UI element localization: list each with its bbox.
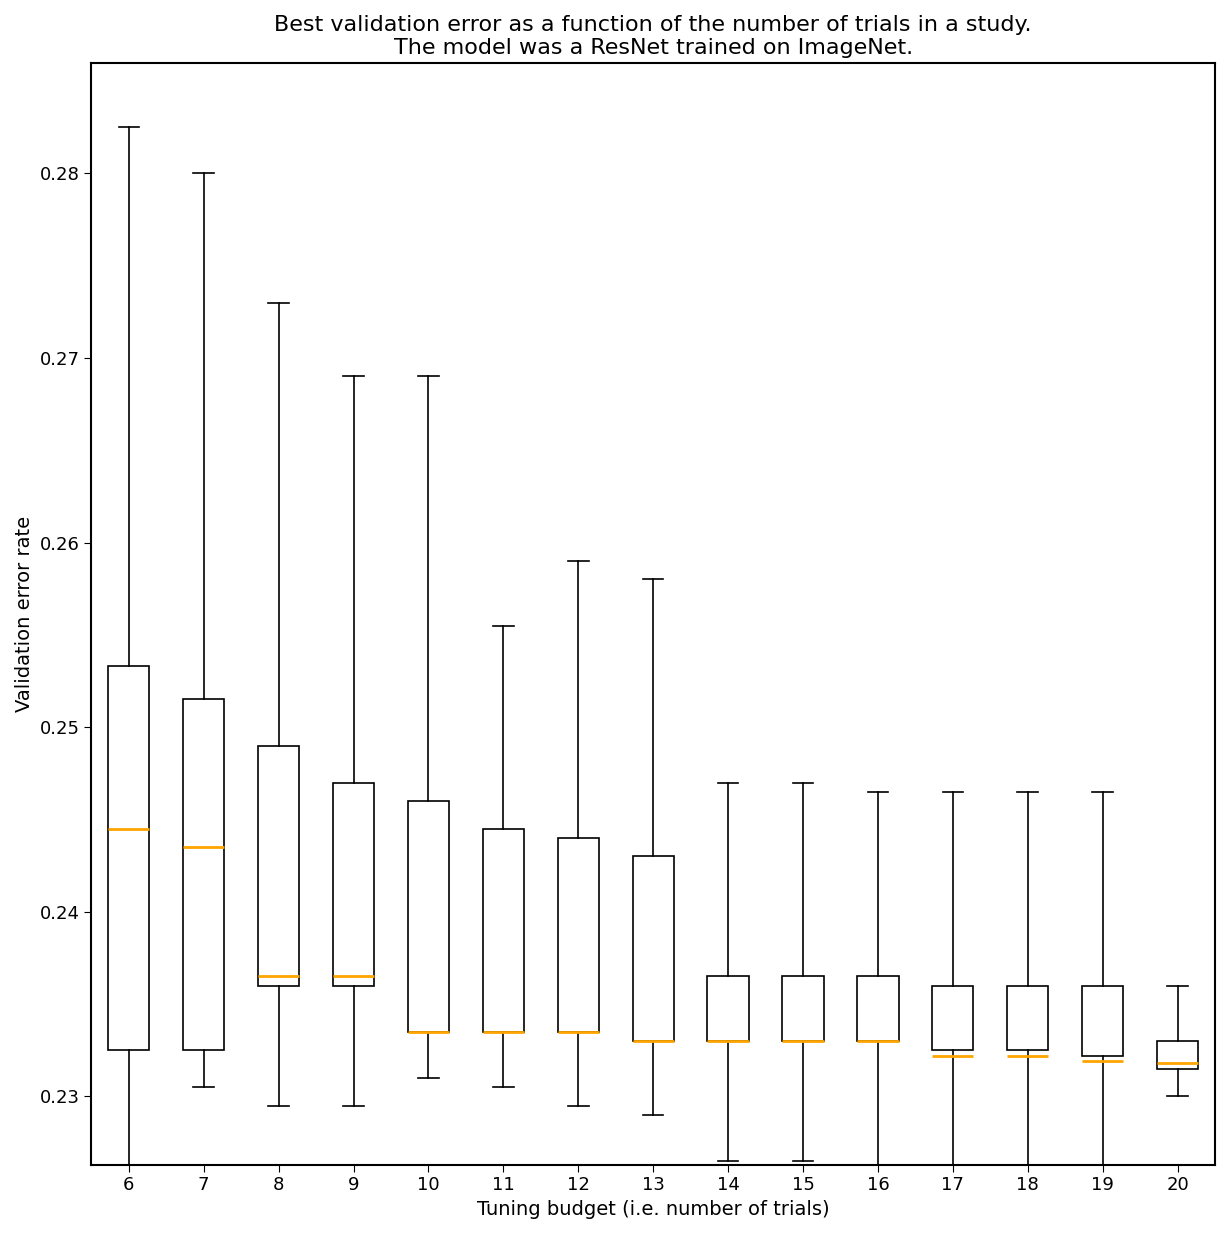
Title: Best validation error as a function of the number of trials in a study.
The mode: Best validation error as a function of t… <box>274 15 1032 58</box>
PathPatch shape <box>333 782 374 986</box>
PathPatch shape <box>482 829 524 1032</box>
PathPatch shape <box>183 700 224 1050</box>
PathPatch shape <box>1082 986 1123 1056</box>
PathPatch shape <box>932 986 973 1050</box>
PathPatch shape <box>857 976 898 1041</box>
PathPatch shape <box>1157 1041 1198 1069</box>
PathPatch shape <box>782 976 824 1041</box>
PathPatch shape <box>408 801 449 1032</box>
PathPatch shape <box>108 666 149 1050</box>
Y-axis label: Validation error rate: Validation error rate <box>15 516 34 712</box>
PathPatch shape <box>258 745 299 986</box>
X-axis label: Tuning budget (i.e. number of trials): Tuning budget (i.e. number of trials) <box>477 1199 829 1219</box>
PathPatch shape <box>707 976 749 1041</box>
PathPatch shape <box>1007 986 1048 1050</box>
PathPatch shape <box>632 856 674 1041</box>
PathPatch shape <box>557 838 599 1032</box>
